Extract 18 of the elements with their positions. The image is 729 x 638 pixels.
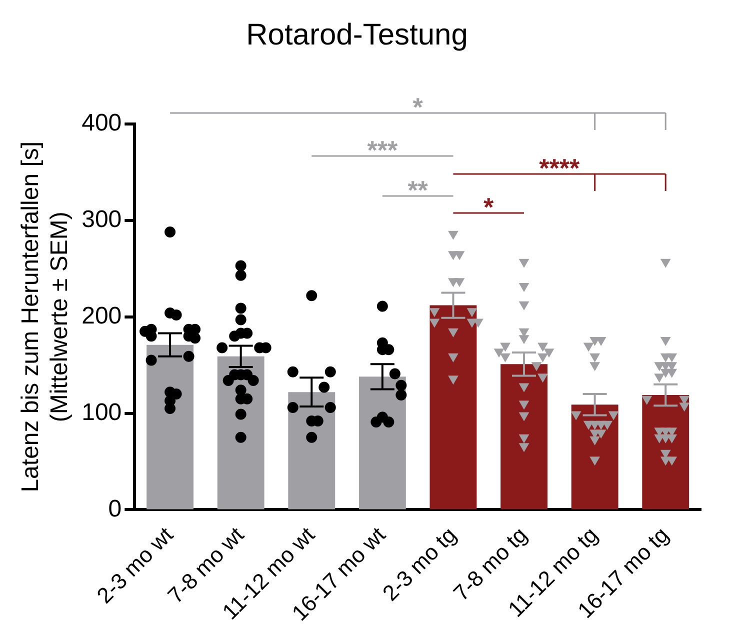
annotation: *	[484, 192, 495, 222]
y-axis-title: Latenz bis zum Herunterfallen [s] (Mittelwerte ± SEM)	[17, 141, 73, 492]
y-tick-label: 200	[82, 302, 122, 330]
bar	[146, 344, 194, 510]
bar	[500, 364, 548, 510]
text: *	[412, 92, 424, 122]
bar	[430, 305, 477, 510]
annotation: ****	[539, 153, 581, 183]
chart-title: Rotarod-Testung	[246, 18, 468, 52]
bar	[288, 392, 336, 510]
y-tick-label: 100	[82, 398, 122, 426]
y-tick-label: 400	[82, 110, 122, 137]
y-tick-label: 0	[108, 495, 122, 522]
annotation: ***	[367, 135, 398, 165]
y-tick-label: 300	[82, 206, 122, 234]
annotation: **	[408, 175, 429, 205]
bar	[358, 376, 406, 510]
bar	[571, 404, 618, 510]
